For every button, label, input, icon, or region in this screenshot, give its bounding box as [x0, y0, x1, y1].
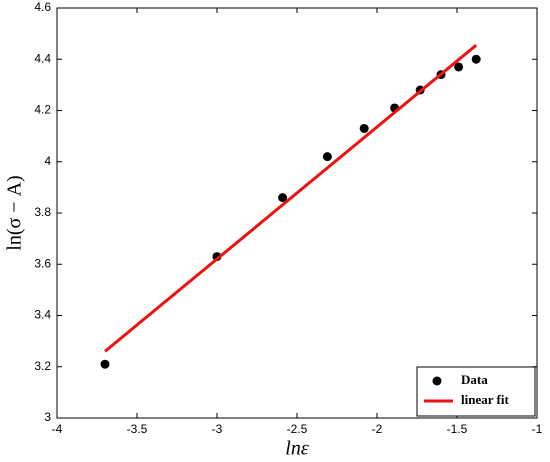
x-tick-label: -1 [532, 422, 543, 436]
x-tick-label: -2.5 [287, 422, 308, 436]
legend-label: Data [461, 372, 488, 387]
fit-line [104, 43, 478, 353]
x-tick-label: -2 [372, 422, 383, 436]
y-tick-label: 3.6 [34, 256, 51, 270]
y-tick-label: 4.6 [34, 0, 51, 14]
y-tick-label: 3.2 [34, 359, 51, 373]
data-point [278, 193, 288, 203]
y-tick-label: 4 [44, 154, 51, 168]
data-point [100, 359, 110, 369]
data-point [359, 123, 369, 133]
legend: Data linear fit [416, 366, 536, 417]
legend-symbol [432, 376, 442, 386]
data-point [471, 54, 481, 64]
x-axis-title: lnε [285, 438, 309, 460]
y-axis-title: ln(σ − A) [4, 175, 26, 250]
y-tick-label: 4.4 [34, 51, 51, 65]
data-point [454, 62, 464, 72]
legend-label: linear fit [461, 392, 509, 407]
plot-frame [56, 7, 538, 419]
x-tick-label: -3.5 [127, 422, 148, 436]
y-tick-label: 3 [44, 410, 51, 424]
x-tick-label: -4 [52, 422, 63, 436]
y-tick-label: 3.8 [34, 205, 51, 219]
y-tick-label: 4.2 [34, 103, 51, 117]
data-point [322, 152, 332, 162]
x-tick-label: -3 [212, 422, 223, 436]
legend-box [416, 366, 536, 417]
y-tick-label: 3.4 [34, 308, 51, 322]
x-tick-label: -1.5 [447, 422, 468, 436]
